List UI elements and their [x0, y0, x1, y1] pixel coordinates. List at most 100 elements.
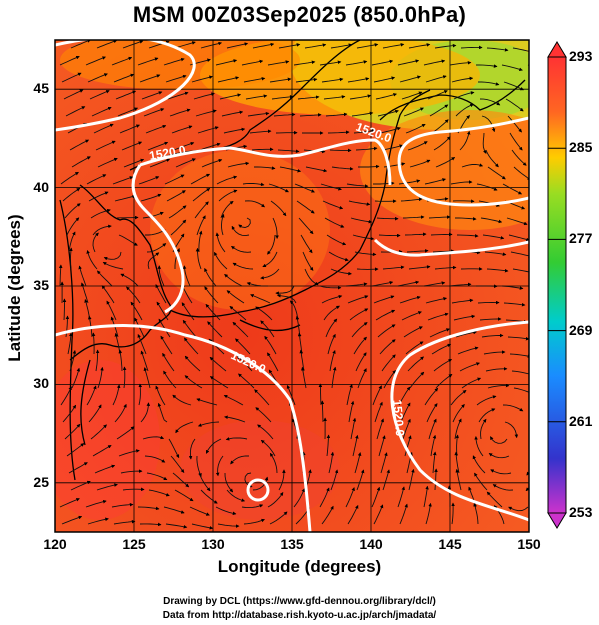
streamline: [383, 370, 396, 389]
streamline: [65, 106, 86, 117]
streamline: [70, 40, 91, 49]
streamline: [434, 43, 457, 49]
streamline: [199, 142, 221, 151]
streamline: [168, 205, 187, 219]
streamline: [371, 59, 394, 66]
streamline: [512, 47, 529, 52]
streamline: [112, 384, 121, 406]
streamline: [351, 322, 368, 338]
streamline: [404, 435, 412, 457]
streamline: [431, 119, 449, 134]
streamline: [502, 183, 523, 195]
streamline: [531, 201, 550, 210]
streamline: [487, 166, 506, 180]
streamline: [506, 217, 528, 226]
streamline: [486, 268, 509, 273]
streamline: [479, 98, 501, 106]
streamline: [230, 455, 250, 465]
streamline: [345, 60, 368, 66]
streamline: [241, 59, 264, 66]
streamline: [86, 174, 107, 185]
streamline: [196, 398, 218, 406]
streamline: [92, 445, 112, 457]
streamline: [286, 384, 296, 406]
streamline: [532, 439, 534, 460]
streamline: [155, 385, 166, 406]
streamline: [227, 161, 250, 168]
streamline: [510, 251, 529, 258]
streamline: [275, 285, 295, 295]
y-tick-label: 25: [33, 473, 49, 490]
streamline: [492, 484, 514, 491]
streamline: [405, 123, 426, 134]
streamline: [399, 295, 421, 304]
streamline: [321, 505, 334, 525]
x-tick-label: 150: [517, 536, 541, 552]
streamline: [511, 370, 529, 375]
streamline: [219, 93, 242, 100]
streamline: [357, 368, 367, 389]
streamline: [162, 352, 175, 372]
streamline: [372, 385, 382, 406]
streamline: [106, 300, 117, 321]
streamline: [257, 424, 274, 440]
streamline: [118, 449, 140, 457]
streamline: [320, 400, 325, 423]
streamline: [217, 76, 240, 83]
streamline: [293, 60, 316, 66]
streamline: [226, 290, 245, 304]
streamline: [232, 321, 249, 338]
streamline: [267, 234, 276, 255]
streamline: [511, 149, 527, 166]
streamline: [319, 60, 342, 66]
streamline: [137, 506, 160, 511]
streamline: [474, 472, 488, 491]
streamline: [174, 41, 196, 49]
streamline: [402, 215, 425, 219]
streamline: [295, 77, 318, 83]
streamline: [96, 483, 118, 491]
streamline: [249, 129, 272, 134]
streamline: [224, 274, 243, 287]
streamline: [91, 332, 96, 355]
streamline: [424, 387, 439, 406]
streamline: [267, 60, 290, 66]
streamline: [323, 95, 346, 100]
streamline: [382, 265, 405, 270]
streamline: [406, 249, 429, 253]
streamline: [354, 452, 362, 474]
geopotential-contours: [55, 40, 529, 532]
streamline: [373, 504, 384, 525]
streamline: [459, 362, 480, 372]
streamline: [146, 472, 168, 481]
streamline: [456, 234, 479, 238]
streamline: [157, 265, 165, 287]
streamline: [481, 333, 504, 338]
streamline: [356, 469, 365, 491]
y-tick-label: 40: [33, 178, 49, 195]
streamline: [238, 217, 251, 229]
streamline: [243, 76, 266, 83]
streamline: [328, 451, 335, 474]
streamline: [478, 408, 496, 423]
streamline: [63, 89, 84, 100]
streamline: [163, 506, 185, 514]
streamline: [169, 108, 191, 117]
streamline: [509, 353, 529, 358]
streamline: [224, 472, 234, 493]
streamline: [69, 247, 73, 270]
streamline: [476, 395, 497, 406]
streamline: [235, 338, 251, 355]
streamline: [92, 224, 112, 236]
streamline: [184, 337, 199, 355]
streamline: [513, 166, 529, 181]
streamline: [349, 94, 372, 100]
streamline: [528, 505, 529, 509]
x-tick-label: 120: [43, 536, 67, 552]
streamline: [278, 469, 286, 491]
streamline: [427, 312, 449, 321]
streamline: [377, 109, 399, 117]
wind-streamlines: [58, 40, 550, 530]
streamline: [329, 350, 336, 372]
streamline: [238, 373, 255, 389]
